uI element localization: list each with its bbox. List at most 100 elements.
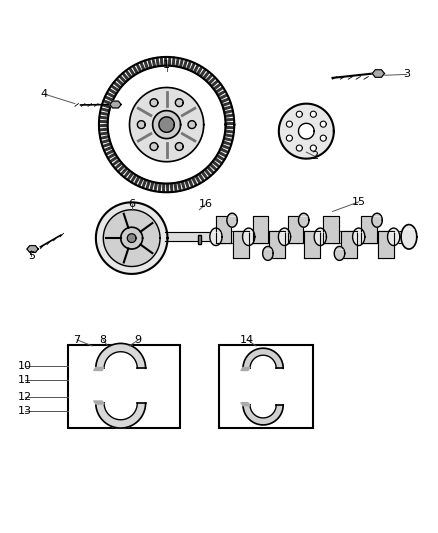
Polygon shape (138, 120, 145, 128)
Polygon shape (127, 234, 136, 243)
Polygon shape (310, 111, 316, 117)
Polygon shape (134, 176, 140, 185)
Polygon shape (150, 182, 154, 191)
Polygon shape (187, 61, 191, 70)
Polygon shape (221, 98, 230, 103)
Text: 3: 3 (403, 69, 410, 79)
Polygon shape (178, 182, 181, 191)
Polygon shape (99, 125, 108, 126)
Polygon shape (223, 106, 232, 110)
Polygon shape (174, 183, 177, 192)
Polygon shape (304, 231, 320, 258)
Polygon shape (226, 126, 234, 128)
Polygon shape (124, 170, 131, 178)
Polygon shape (102, 143, 111, 147)
Polygon shape (243, 348, 283, 368)
Polygon shape (119, 76, 126, 83)
Polygon shape (213, 83, 221, 90)
Polygon shape (150, 143, 158, 150)
Polygon shape (241, 367, 250, 370)
Polygon shape (215, 216, 231, 243)
Text: 14: 14 (240, 335, 254, 345)
Polygon shape (103, 210, 160, 266)
Polygon shape (96, 203, 167, 274)
Polygon shape (113, 82, 121, 88)
Polygon shape (159, 117, 174, 132)
Polygon shape (112, 159, 120, 166)
Polygon shape (241, 402, 250, 406)
Polygon shape (188, 120, 196, 128)
Polygon shape (176, 58, 179, 67)
Polygon shape (109, 88, 117, 94)
Polygon shape (106, 150, 114, 155)
Polygon shape (378, 71, 384, 74)
Polygon shape (224, 138, 233, 141)
Polygon shape (110, 156, 118, 163)
Text: 2: 2 (311, 151, 318, 161)
Polygon shape (223, 141, 232, 145)
Text: 10: 10 (18, 361, 32, 371)
Polygon shape (375, 71, 381, 74)
Polygon shape (188, 179, 193, 188)
Polygon shape (298, 213, 309, 227)
Polygon shape (161, 57, 163, 66)
Polygon shape (296, 111, 302, 117)
Polygon shape (131, 174, 137, 183)
Polygon shape (104, 146, 113, 151)
Polygon shape (27, 246, 38, 253)
Text: 8: 8 (100, 335, 107, 345)
Polygon shape (212, 161, 220, 167)
Polygon shape (378, 231, 394, 258)
Polygon shape (200, 69, 206, 77)
Polygon shape (107, 153, 116, 159)
Text: 7: 7 (74, 335, 81, 345)
Polygon shape (210, 228, 222, 246)
Polygon shape (180, 59, 183, 68)
Polygon shape (162, 183, 165, 192)
Text: 11: 11 (18, 375, 32, 385)
Polygon shape (225, 118, 234, 121)
Polygon shape (203, 71, 209, 79)
Polygon shape (136, 63, 141, 72)
Polygon shape (216, 155, 225, 160)
Polygon shape (211, 80, 219, 87)
Bar (198, 235, 201, 244)
Polygon shape (296, 145, 302, 151)
Polygon shape (105, 96, 113, 101)
Polygon shape (96, 403, 145, 428)
Polygon shape (401, 224, 417, 249)
Polygon shape (94, 367, 104, 370)
Polygon shape (263, 246, 273, 261)
Polygon shape (185, 180, 189, 189)
Polygon shape (156, 58, 159, 67)
Polygon shape (106, 92, 115, 98)
Polygon shape (99, 116, 108, 119)
Polygon shape (288, 216, 303, 243)
Polygon shape (115, 162, 122, 169)
Polygon shape (314, 228, 326, 246)
Polygon shape (154, 182, 157, 191)
Polygon shape (101, 139, 110, 143)
Bar (68, 345, 180, 428)
Polygon shape (197, 67, 203, 75)
Polygon shape (220, 148, 229, 153)
Polygon shape (353, 228, 365, 246)
Polygon shape (372, 213, 382, 227)
Polygon shape (388, 228, 400, 246)
Polygon shape (116, 78, 124, 86)
Polygon shape (101, 108, 110, 112)
Polygon shape (298, 123, 314, 139)
Text: 4: 4 (41, 89, 48, 99)
Polygon shape (125, 70, 132, 78)
Polygon shape (148, 59, 152, 68)
Polygon shape (209, 164, 217, 171)
Polygon shape (214, 158, 223, 164)
Polygon shape (94, 401, 104, 404)
Polygon shape (375, 74, 381, 76)
Polygon shape (201, 171, 208, 179)
Polygon shape (152, 58, 155, 67)
Polygon shape (181, 181, 185, 190)
Text: 16: 16 (199, 199, 213, 209)
Text: 9: 9 (134, 335, 142, 345)
Polygon shape (150, 99, 158, 107)
